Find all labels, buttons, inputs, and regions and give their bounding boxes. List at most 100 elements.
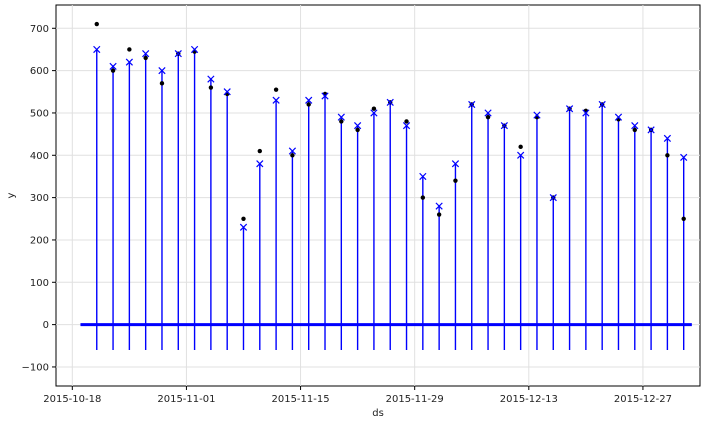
forecast-point xyxy=(239,223,248,231)
observed-point xyxy=(143,55,148,61)
forecast-point xyxy=(370,109,378,117)
forecast-point xyxy=(207,75,215,83)
forecast-point-stroke xyxy=(321,92,329,100)
forecast-point xyxy=(158,66,166,75)
forecast-point-stroke xyxy=(419,172,427,181)
forecast-point-stroke xyxy=(663,134,672,142)
forecast-point xyxy=(93,45,101,54)
forecast-point-stroke xyxy=(109,62,117,71)
forecast-point xyxy=(598,100,606,109)
chart-marks xyxy=(80,21,692,351)
forecast-point xyxy=(223,88,231,96)
observed-point xyxy=(159,81,165,86)
forecast-point-stroke xyxy=(239,223,248,231)
observed-point xyxy=(436,212,442,217)
forecast-point xyxy=(386,98,394,106)
y-tick-label: 500 xyxy=(30,108,49,119)
forecast-point-stroke xyxy=(158,66,166,75)
observed-point xyxy=(257,148,262,154)
forecast-point xyxy=(337,113,345,121)
y-tick-label: 700 xyxy=(30,24,49,35)
forecast-point xyxy=(631,122,639,130)
forecast-point-stroke xyxy=(353,122,362,130)
observed-point xyxy=(290,153,295,158)
forecast-point-stroke xyxy=(614,113,623,121)
observed-point xyxy=(371,106,377,111)
forecast-point xyxy=(321,92,329,100)
forecast-point xyxy=(174,50,182,58)
x-tick-label: 2015-11-15 xyxy=(271,394,329,405)
observed-point xyxy=(355,127,360,133)
forecast-point xyxy=(353,122,362,130)
y-tick-label: 0 xyxy=(43,320,49,331)
forecast-point-stroke xyxy=(468,100,476,109)
forecast-point-stroke xyxy=(142,50,150,58)
forecast-point xyxy=(272,96,280,104)
forecast-point xyxy=(142,50,150,58)
forecast-point xyxy=(305,96,313,104)
x-axis-label: ds xyxy=(372,408,384,419)
forecast-point-stroke xyxy=(190,45,199,54)
forecast-point xyxy=(533,111,541,119)
y-tick-label: 400 xyxy=(30,151,49,162)
forecast-point xyxy=(190,45,199,54)
forecast-point-stroke xyxy=(500,122,508,130)
x-tick-label: 2015-12-13 xyxy=(500,394,558,405)
forecast-point-stroke xyxy=(337,113,345,121)
observed-point xyxy=(665,153,670,158)
plot-area xyxy=(55,4,701,387)
forecast-point xyxy=(402,122,411,130)
forecast-point-stroke xyxy=(272,96,280,104)
y-tick-label: 600 xyxy=(30,66,49,77)
forecast-point xyxy=(565,105,574,113)
y-tick-label: −100 xyxy=(22,362,49,373)
forecast-point xyxy=(680,153,688,162)
forecast-point xyxy=(435,202,443,210)
forecast-point-stroke xyxy=(533,111,541,119)
forecast-point-stroke xyxy=(435,202,443,210)
forecast-point xyxy=(647,126,655,134)
forecast-point-stroke xyxy=(305,96,313,104)
forecast-point-stroke xyxy=(517,151,525,159)
forecast-point xyxy=(468,100,476,109)
forecast-point xyxy=(451,160,460,168)
forecast-point-stroke xyxy=(223,88,231,96)
forecast-point-stroke xyxy=(549,193,557,202)
forecast-point-stroke xyxy=(174,50,182,58)
forecast-point xyxy=(419,172,427,181)
forecast-point-stroke xyxy=(288,147,297,155)
observed-point xyxy=(518,144,523,150)
forecast-point-stroke xyxy=(402,122,411,130)
x-tick-label: 2015-12-27 xyxy=(614,394,672,405)
observed-point xyxy=(110,68,116,73)
forecast-point-stroke xyxy=(582,109,590,117)
forecast-point xyxy=(484,109,492,117)
observed-point xyxy=(127,47,132,52)
observed-point xyxy=(241,216,246,221)
forecast-point xyxy=(663,134,672,142)
forecast-point-stroke xyxy=(386,98,394,106)
y-tick-label: 200 xyxy=(30,235,49,246)
forecast-point-stroke xyxy=(207,75,215,83)
observed-point xyxy=(404,119,409,124)
observed-point xyxy=(485,114,491,120)
forecast-point xyxy=(614,113,623,121)
observed-point xyxy=(632,127,637,133)
forecast-point-stroke xyxy=(256,160,264,168)
x-tick-label: 2015-11-29 xyxy=(386,394,444,405)
observed-point xyxy=(681,216,686,221)
observed-point xyxy=(339,119,344,124)
forecast-point-stroke xyxy=(598,100,606,109)
forecast-point-stroke xyxy=(565,105,574,113)
y-axis-label: y xyxy=(6,192,17,198)
forecast-point xyxy=(549,193,557,202)
observed-point xyxy=(208,85,214,90)
observed-point xyxy=(453,178,458,183)
forecast-point-stroke xyxy=(451,160,460,168)
forecast-point-stroke xyxy=(93,45,101,54)
x-tick-label: 2015-11-01 xyxy=(157,394,215,405)
forecast-point xyxy=(256,160,264,168)
forecast-point xyxy=(517,151,525,159)
observed-point xyxy=(306,102,311,107)
